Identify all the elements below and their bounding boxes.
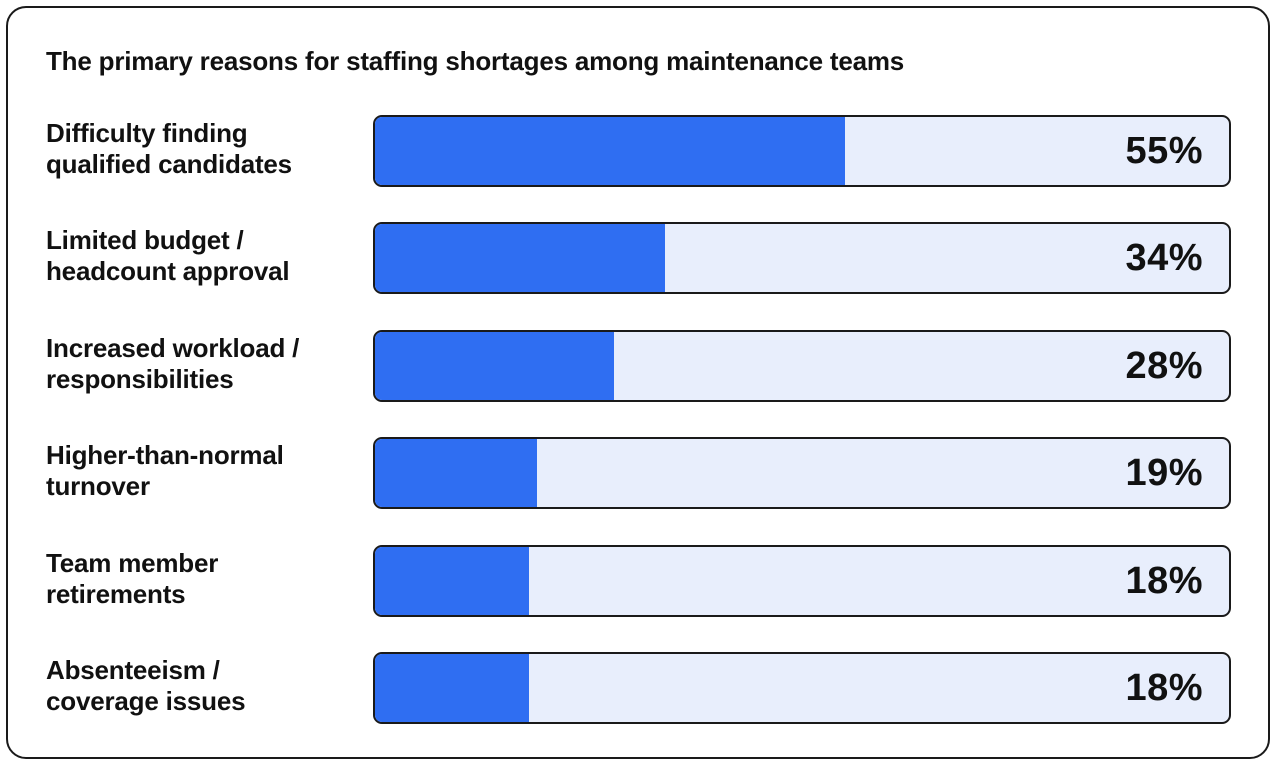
data-label: 55% [1125,130,1203,172]
bar-track: 34% [373,222,1231,294]
data-label: 28% [1125,345,1203,387]
bar-row: Team member retirements 18% [0,545,1280,617]
category-label: Limited budget / headcount approval [46,225,290,286]
bar-row: Difficulty finding qualified candidates 5… [0,115,1280,187]
bar-track: 28% [373,330,1231,402]
bar-track: 18% [373,545,1231,617]
bar [375,332,614,400]
data-label: 19% [1125,452,1203,494]
bar-row: Absenteeism / coverage issues 18% [0,652,1280,724]
bar [375,224,665,292]
category-label: Absenteeism / coverage issues [46,655,246,716]
category-label: Increased workload / responsibilities [46,333,300,394]
bar [375,547,529,615]
category-label: Higher-than-normal turnover [46,440,284,501]
bar-row: Increased workload / responsibilities 28% [0,330,1280,402]
data-label: 18% [1125,560,1203,602]
chart-title: The primary reasons for staffing shortag… [46,46,905,76]
category-label: Difficulty finding qualified candidates [46,118,292,179]
bar-row: Higher-than-normal turnover 19% [0,437,1280,509]
data-label: 34% [1125,237,1203,279]
data-label: 18% [1125,667,1203,709]
category-label: Team member retirements [46,548,219,609]
bar-track: 55% [373,115,1231,187]
bar-track: 18% [373,652,1231,724]
bar [375,117,845,185]
bar [375,654,529,722]
bar-track: 19% [373,437,1231,509]
bar [375,439,537,507]
bar-row: Limited budget / headcount approval 34% [0,222,1280,294]
